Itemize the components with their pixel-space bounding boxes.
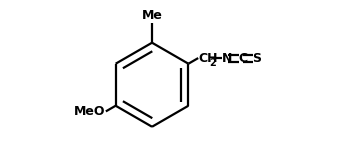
- Text: C: C: [239, 52, 248, 65]
- Text: S: S: [252, 52, 261, 65]
- Text: N: N: [222, 52, 232, 65]
- Text: MeO: MeO: [74, 105, 105, 118]
- Text: Me: Me: [141, 9, 163, 22]
- Text: 2: 2: [210, 58, 216, 68]
- Text: CH: CH: [199, 52, 218, 65]
